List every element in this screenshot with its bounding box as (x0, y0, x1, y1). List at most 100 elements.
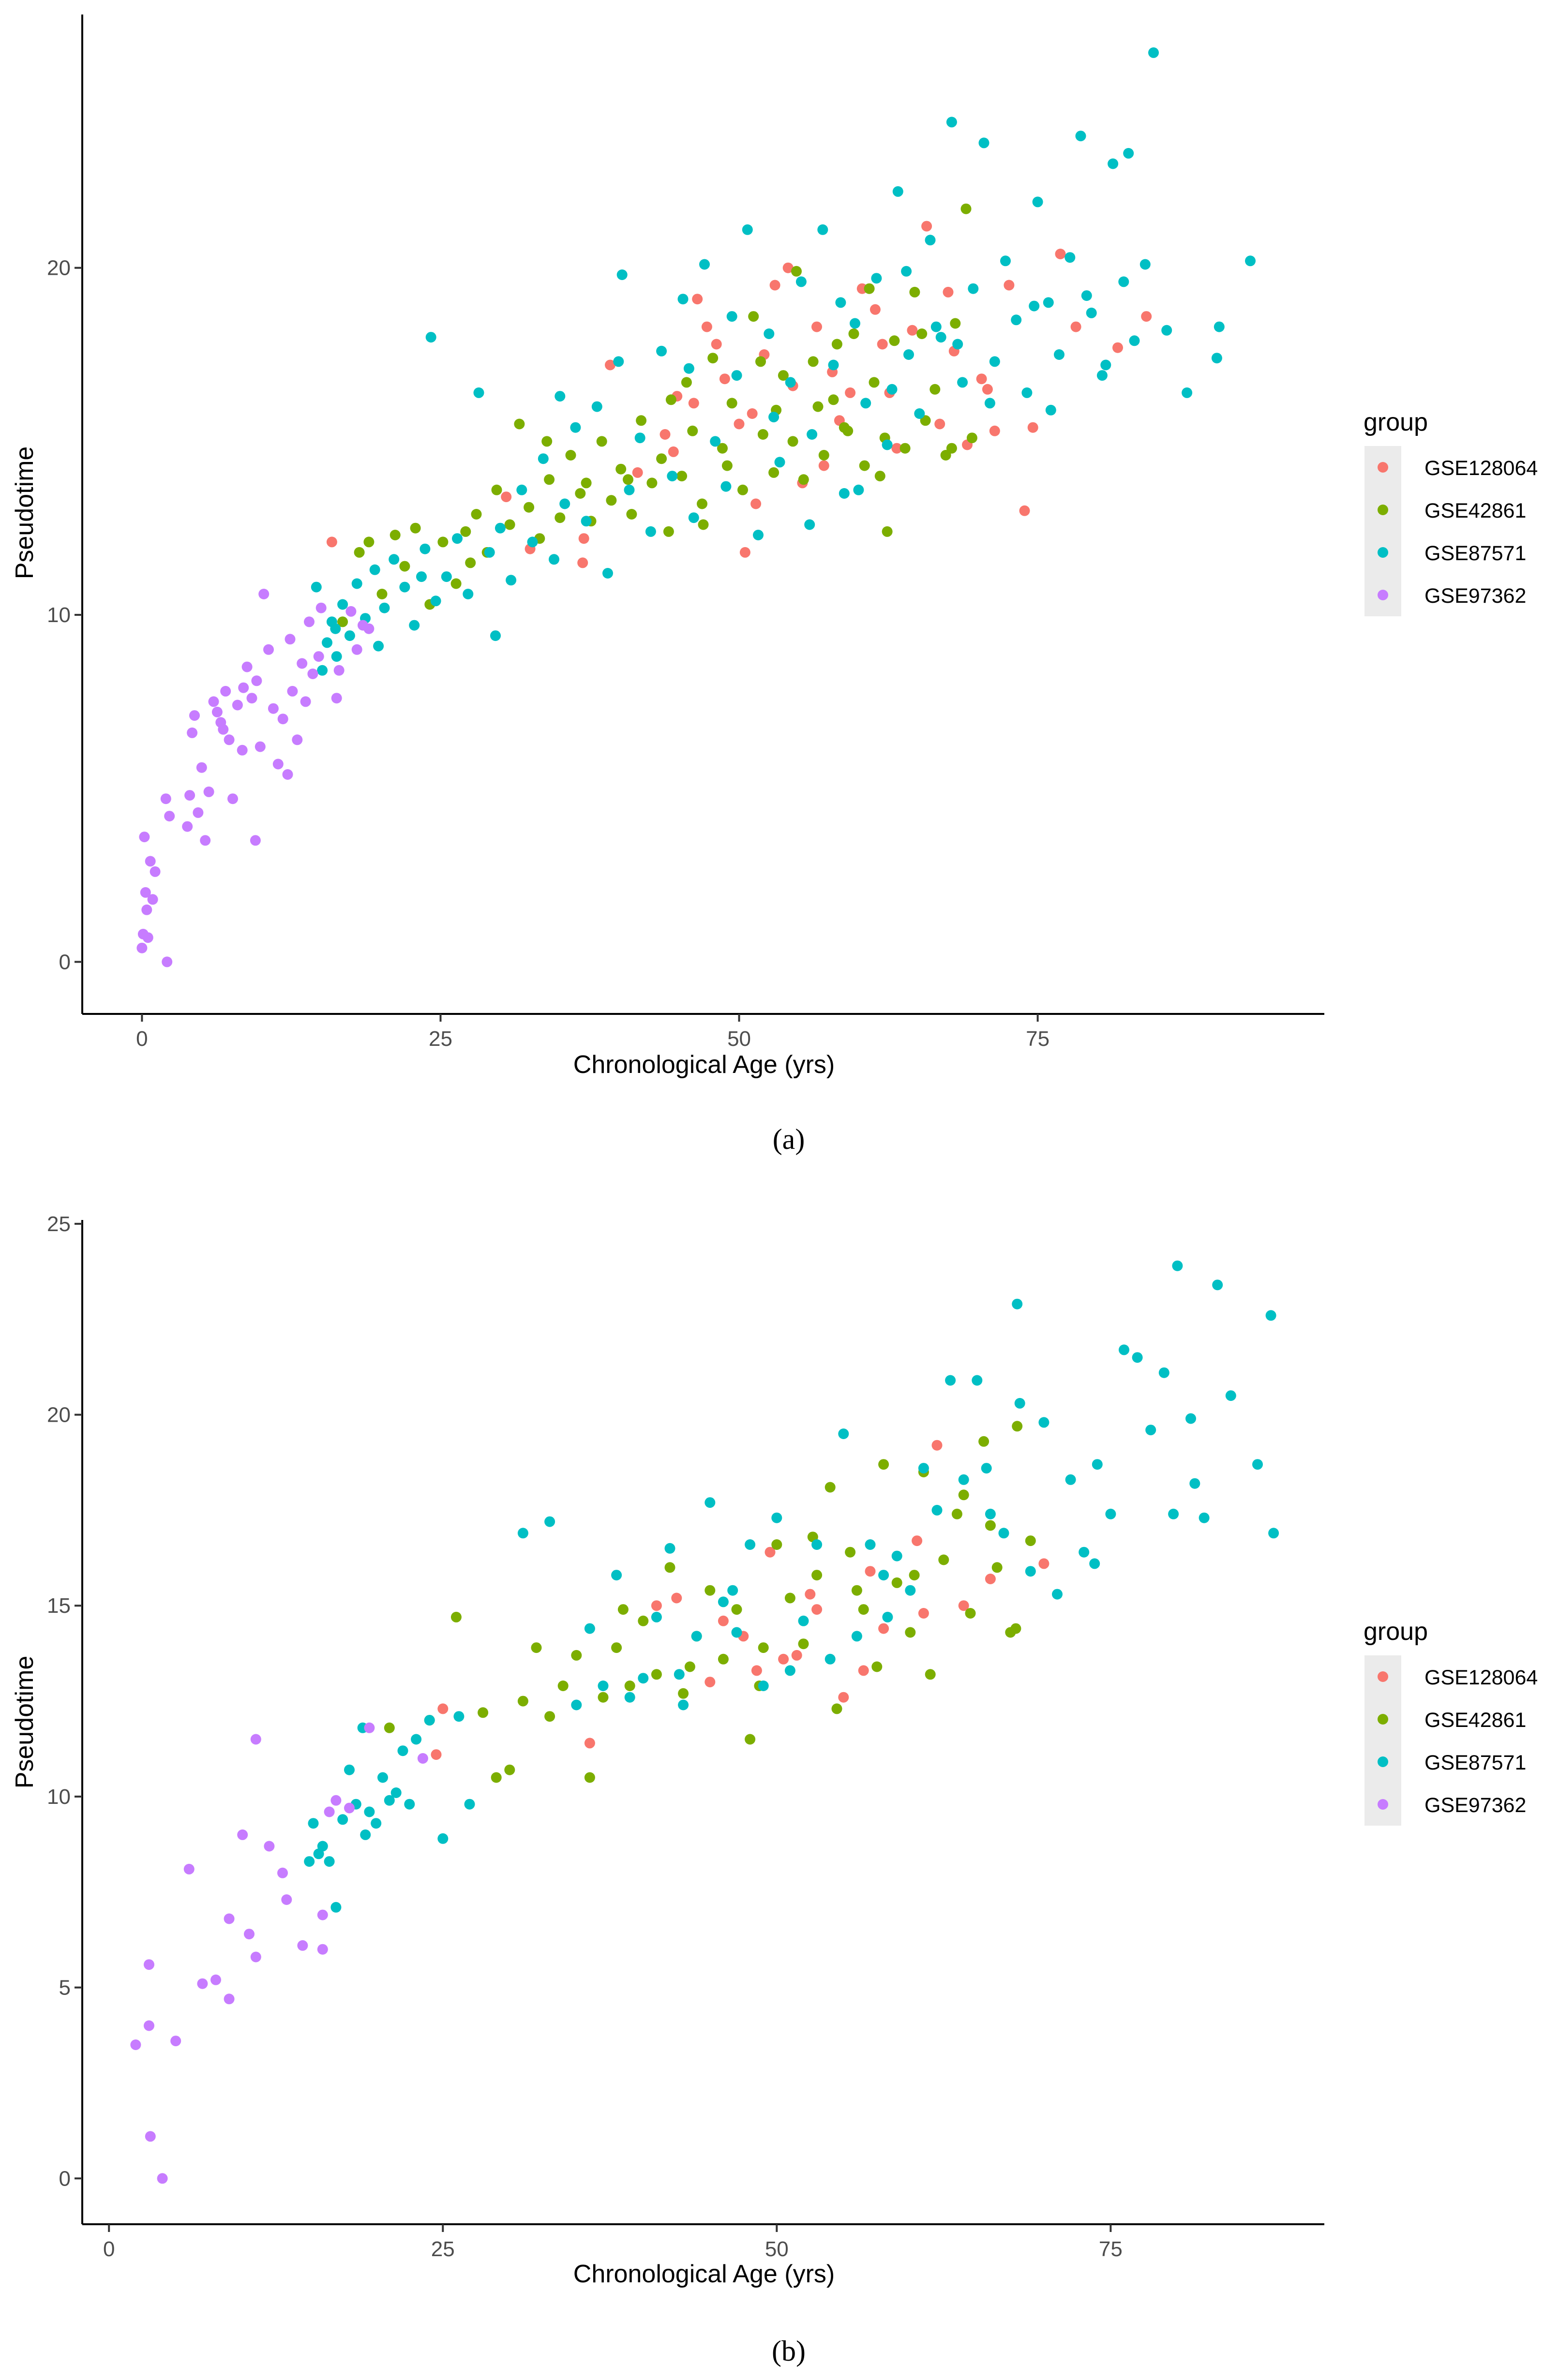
point-b-gse87571-67 (1172, 1260, 1183, 1271)
point-b-gse42861-2 (450, 1611, 462, 1622)
point-a-gse42861-53 (899, 443, 911, 454)
point-a-gse42861-39 (757, 429, 768, 440)
point-a-gse42861-41 (778, 370, 789, 381)
point-a-gse42861-27 (636, 415, 647, 426)
point-a-gse97362-50 (363, 623, 375, 634)
point-a-gse42861-30 (665, 394, 676, 405)
point-b-gse42861-27 (798, 1638, 809, 1650)
point-b-gse87571-30 (678, 1699, 689, 1711)
point-a-gse42861-16 (524, 502, 535, 513)
point-b-gse87571-12 (384, 1795, 395, 1806)
point-a-gse97362-27 (237, 744, 248, 756)
point-a-gse97362-44 (315, 602, 327, 613)
legend-dot-a-gse87571 (1378, 547, 1388, 558)
point-b-gse42861-9 (557, 1681, 569, 1691)
point-a-gse87571-85 (1211, 353, 1222, 364)
point-b-gse42861-33 (871, 1661, 883, 1672)
point-b-gse42861-18 (678, 1688, 689, 1699)
point-a-gse128064-4 (578, 533, 589, 544)
point-b-gse87571-68 (1185, 1413, 1196, 1424)
point-b-gse87571-83 (453, 1711, 465, 1722)
point-a-gse87571-39 (677, 294, 689, 305)
point-b-gse42861-41 (965, 1608, 976, 1619)
point-a-gse128064-37 (1027, 422, 1038, 433)
point-b-gse42861-7 (531, 1642, 542, 1653)
point-a-gse128064-0 (326, 536, 337, 548)
x-tick-label-a-0: 0 (136, 1027, 148, 1051)
point-a-gse87571-28 (559, 498, 570, 509)
point-b-gse87571-20 (517, 1528, 528, 1539)
point-a-gse87571-55 (850, 318, 860, 329)
point-a-gse87571-16 (430, 595, 441, 607)
point-a-gse87571-70 (1011, 314, 1022, 326)
point-a-gse87571-68 (989, 356, 1000, 367)
point-a-gse97362-47 (345, 606, 357, 617)
point-a-gse42861-66 (946, 443, 957, 454)
point-b-gse97362-8 (210, 1974, 221, 1985)
point-a-gse87571-69 (1000, 255, 1011, 267)
point-b-gse128064-2 (584, 1738, 595, 1749)
point-a-gse128064-36 (1019, 505, 1030, 516)
point-a-gse128064-48 (943, 286, 954, 298)
point-a-gse42861-28 (646, 477, 658, 489)
point-b-gse42861-43 (991, 1562, 1003, 1573)
point-a-gse97362-54 (285, 634, 296, 645)
point-a-gse87571-60 (903, 349, 914, 360)
point-b-gse97362-25 (417, 1753, 428, 1764)
point-a-gse87571-19 (463, 589, 474, 599)
point-a-gse128064-6 (668, 446, 679, 457)
point-a-gse87571-31 (591, 401, 602, 412)
point-a-gse87571-86 (1214, 321, 1225, 332)
point-a-gse97362-28 (241, 661, 253, 672)
point-b-gse42861-39 (938, 1554, 949, 1565)
point-b-gse87571-48 (918, 1463, 929, 1474)
point-a-gse87571-54 (839, 488, 850, 499)
point-b-gse87571-65 (1145, 1425, 1156, 1436)
legend-dot-b-gse87571 (1378, 1756, 1388, 1767)
point-a-gse87571-52 (817, 224, 828, 235)
point-a-gse87571-65 (957, 377, 968, 388)
point-a-gse97362-51 (238, 682, 249, 693)
point-b-gse128064-8 (751, 1665, 762, 1676)
point-a-gse42861-21 (575, 488, 586, 499)
point-b-gse87571-75 (1014, 1398, 1025, 1409)
point-b-gse42861-40 (951, 1508, 962, 1519)
point-a-gse42861-11 (471, 509, 482, 520)
point-a-gse42861-42 (787, 436, 798, 447)
point-a-gse97362-8 (150, 866, 161, 877)
point-a-gse87571-7 (351, 578, 362, 589)
point-a-gse128064-14 (750, 498, 762, 509)
point-b-gse42861-25 (771, 1539, 782, 1550)
point-a-gse97362-55 (313, 651, 324, 662)
point-a-gse128064-9 (701, 321, 712, 332)
y-axis-title-b: Pseudotime (11, 1656, 39, 1789)
point-a-gse128064-13 (747, 408, 758, 419)
y-tick-label-b-0: 0 (59, 2167, 71, 2190)
point-b-gse87571-6 (344, 1764, 355, 1775)
point-a-gse42861-48 (848, 328, 859, 339)
point-b-gse42861-54 (1010, 1623, 1021, 1634)
point-a-gse97362-10 (160, 793, 171, 804)
point-a-gse87571-2 (322, 637, 332, 648)
point-a-gse87571-32 (602, 568, 613, 579)
point-b-gse128064-1 (437, 1703, 449, 1714)
point-a-gse87571-22 (495, 522, 506, 534)
point-b-gse42861-34 (878, 1459, 889, 1470)
legend-label-a-gse97362: GSE97362 (1424, 584, 1526, 608)
point-a-gse42861-38 (748, 311, 759, 322)
point-b-gse87571-81 (727, 1585, 738, 1596)
point-b-gse87571-47 (905, 1585, 916, 1596)
point-a-gse42861-2 (363, 536, 375, 548)
point-b-gse42861-13 (611, 1642, 622, 1653)
point-a-gse128064-33 (976, 373, 987, 385)
point-a-gse97362-7 (147, 894, 158, 905)
point-a-gse87571-24 (516, 484, 527, 495)
point-b-gse87571-15 (404, 1799, 415, 1810)
point-a-gse87571-77 (1086, 307, 1097, 318)
point-b-gse87571-79 (981, 1463, 992, 1474)
point-a-gse87571-78 (1096, 370, 1108, 381)
point-a-gse87571-61 (914, 408, 925, 419)
point-a-gse87571-81 (1129, 335, 1140, 346)
point-b-gse87571-34 (731, 1627, 742, 1638)
point-a-gse97362-17 (196, 762, 207, 773)
